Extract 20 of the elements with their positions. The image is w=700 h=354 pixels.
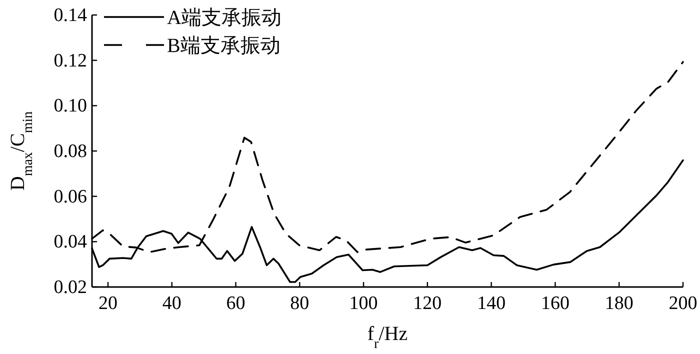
x-tick-label: 20 (98, 293, 118, 314)
x-tick-label: 100 (349, 293, 378, 314)
x-tick-label: 60 (226, 293, 246, 314)
x-tick-label: 40 (162, 293, 182, 314)
y-tick-label: 0.04 (54, 232, 88, 253)
xlabel: f$_{r}$/Hz (367, 323, 408, 352)
legend-label: B端支承振动 (167, 35, 280, 57)
y-tick-label: 0.10 (54, 96, 87, 117)
y-tick-label: 0.12 (54, 50, 87, 72)
legend-label: A端支承振动 (167, 7, 282, 29)
y-tick-label: 0.02 (54, 277, 87, 298)
x-tick-label: 80 (290, 293, 310, 314)
y-tick-label: 0.14 (54, 5, 88, 26)
x-tick-label: 180 (604, 293, 634, 314)
y-tick-label: 0.06 (54, 186, 87, 208)
x-tick-label: 120 (413, 293, 442, 314)
x-tick-label: 140 (477, 293, 506, 314)
y-tick-label: 0.08 (54, 141, 87, 162)
x-tick-label: 160 (540, 293, 570, 314)
x-tick-label: 200 (668, 293, 698, 314)
